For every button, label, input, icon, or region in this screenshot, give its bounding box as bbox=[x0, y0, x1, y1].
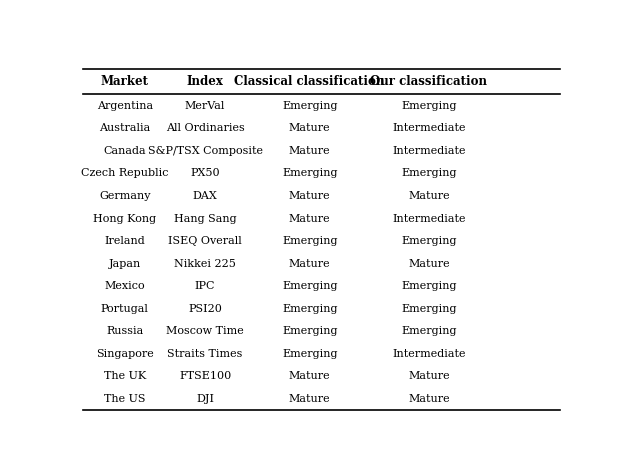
Text: Emerging: Emerging bbox=[282, 101, 337, 110]
Text: Emerging: Emerging bbox=[282, 304, 337, 314]
Text: Czech Republic: Czech Republic bbox=[81, 168, 168, 179]
Text: Emerging: Emerging bbox=[401, 326, 457, 337]
Text: Emerging: Emerging bbox=[282, 168, 337, 179]
Text: Mature: Mature bbox=[289, 146, 330, 156]
Text: Mature: Mature bbox=[289, 123, 330, 133]
Text: Classical classification: Classical classification bbox=[234, 75, 385, 88]
Text: FTSE100: FTSE100 bbox=[179, 371, 231, 382]
Text: Mature: Mature bbox=[408, 394, 450, 404]
Text: MerVal: MerVal bbox=[185, 101, 225, 110]
Text: Emerging: Emerging bbox=[282, 349, 337, 359]
Text: PX50: PX50 bbox=[190, 168, 220, 179]
Text: Mature: Mature bbox=[408, 258, 450, 269]
Text: Emerging: Emerging bbox=[401, 101, 457, 110]
Text: Mature: Mature bbox=[408, 191, 450, 201]
Text: Singapore: Singapore bbox=[96, 349, 154, 359]
Text: Mature: Mature bbox=[289, 371, 330, 382]
Text: Canada: Canada bbox=[104, 146, 146, 156]
Text: S&P/TSX Composite: S&P/TSX Composite bbox=[148, 146, 263, 156]
Text: Russia: Russia bbox=[106, 326, 143, 337]
Text: Australia: Australia bbox=[99, 123, 150, 133]
Text: ISEQ Overall: ISEQ Overall bbox=[168, 236, 242, 246]
Text: Japan: Japan bbox=[109, 258, 141, 269]
Text: Emerging: Emerging bbox=[282, 326, 337, 337]
Text: Emerging: Emerging bbox=[401, 304, 457, 314]
Text: Hang Sang: Hang Sang bbox=[174, 213, 236, 224]
Text: Argentina: Argentina bbox=[97, 101, 153, 110]
Text: All Ordinaries: All Ordinaries bbox=[166, 123, 244, 133]
Text: Portugal: Portugal bbox=[101, 304, 149, 314]
Text: Intermediate: Intermediate bbox=[392, 349, 466, 359]
Text: Straits Times: Straits Times bbox=[167, 349, 243, 359]
Text: Emerging: Emerging bbox=[282, 281, 337, 291]
Text: Emerging: Emerging bbox=[401, 168, 457, 179]
Text: Mature: Mature bbox=[408, 371, 450, 382]
Text: Mature: Mature bbox=[289, 191, 330, 201]
Text: Emerging: Emerging bbox=[401, 281, 457, 291]
Text: Mexico: Mexico bbox=[104, 281, 145, 291]
Text: Emerging: Emerging bbox=[401, 236, 457, 246]
Text: Intermediate: Intermediate bbox=[392, 146, 466, 156]
Text: IPC: IPC bbox=[195, 281, 215, 291]
Text: The UK: The UK bbox=[104, 371, 146, 382]
Text: Intermediate: Intermediate bbox=[392, 123, 466, 133]
Text: Market: Market bbox=[100, 75, 149, 88]
Text: Index: Index bbox=[187, 75, 224, 88]
Text: Nikkei 225: Nikkei 225 bbox=[174, 258, 236, 269]
Text: Mature: Mature bbox=[289, 213, 330, 224]
Text: DJI: DJI bbox=[196, 394, 214, 404]
Text: Hong Kong: Hong Kong bbox=[93, 213, 156, 224]
Text: Mature: Mature bbox=[289, 258, 330, 269]
Text: Moscow Time: Moscow Time bbox=[166, 326, 244, 337]
Text: Ireland: Ireland bbox=[104, 236, 145, 246]
Text: Mature: Mature bbox=[289, 394, 330, 404]
Text: Emerging: Emerging bbox=[282, 236, 337, 246]
Text: Germany: Germany bbox=[99, 191, 151, 201]
Text: Intermediate: Intermediate bbox=[392, 213, 466, 224]
Text: The US: The US bbox=[104, 394, 146, 404]
Text: Our classification: Our classification bbox=[371, 75, 487, 88]
Text: PSI20: PSI20 bbox=[188, 304, 222, 314]
Text: DAX: DAX bbox=[193, 191, 217, 201]
